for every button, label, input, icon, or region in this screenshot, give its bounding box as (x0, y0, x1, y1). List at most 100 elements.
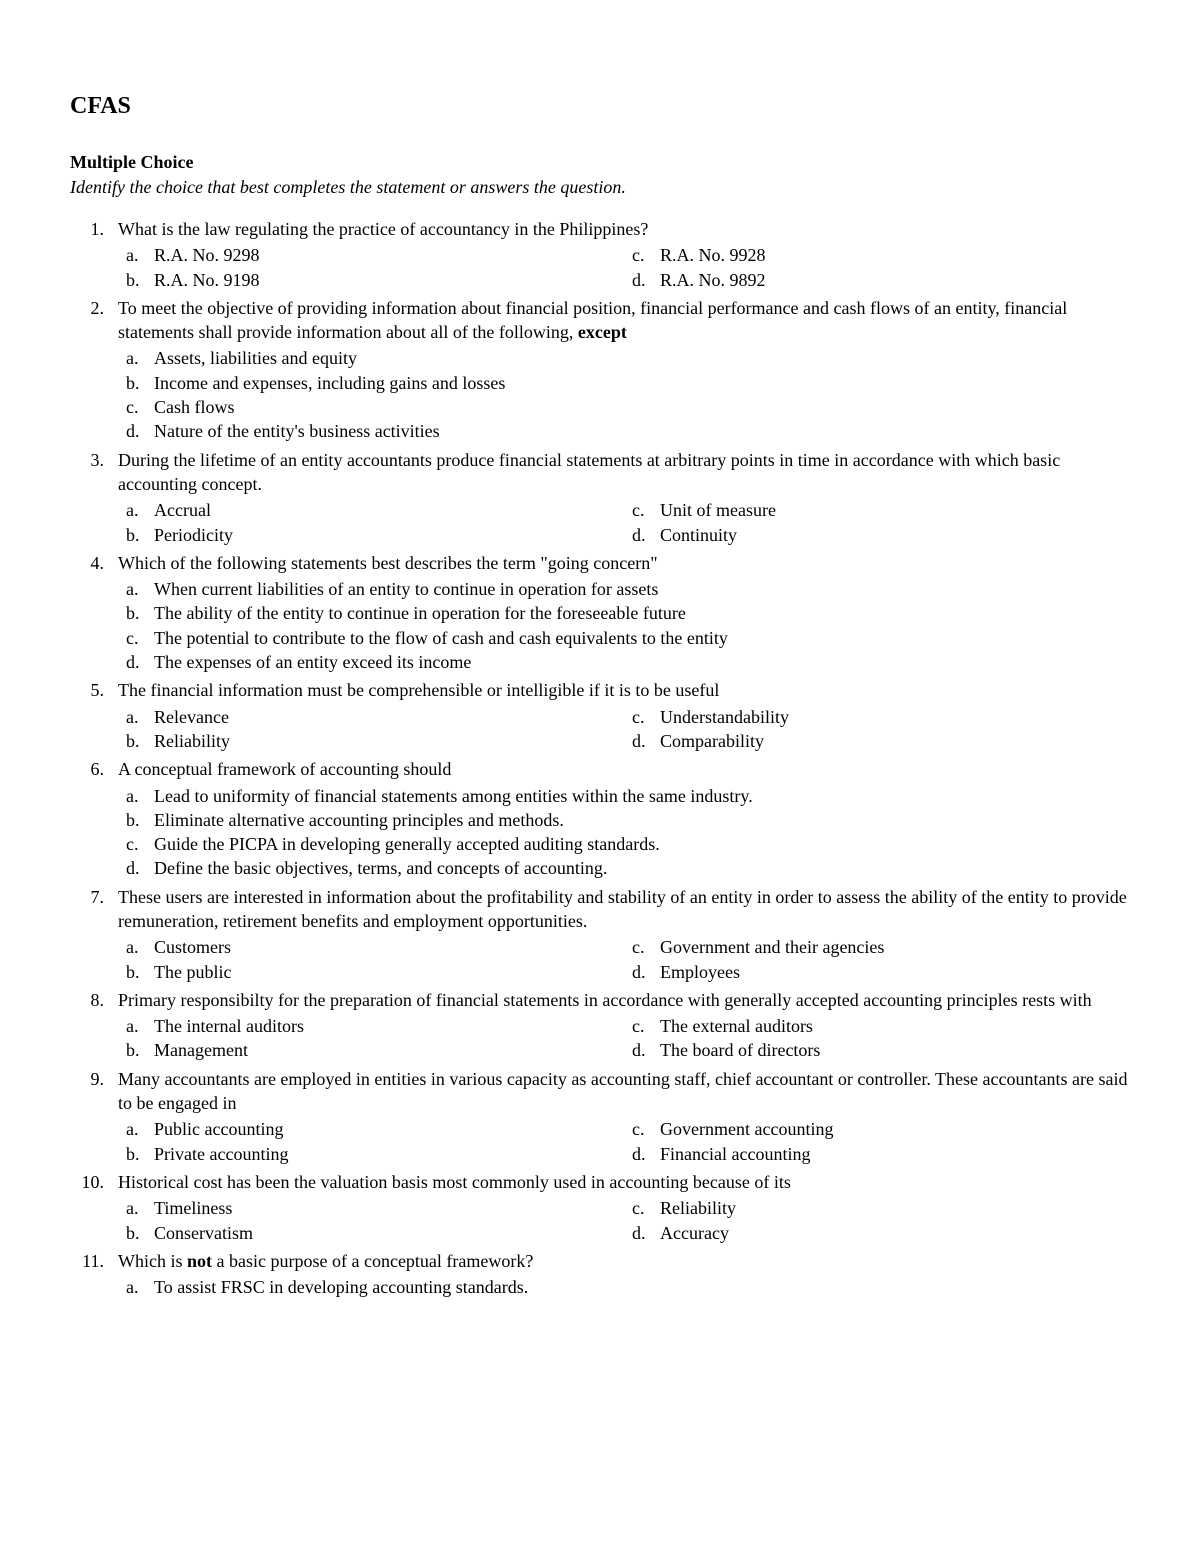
choice-letter: a. (126, 1275, 154, 1299)
choice-letter: a. (126, 1117, 154, 1141)
choice-item: b.Conservatism (118, 1221, 624, 1245)
choice-item: a.Public accounting (118, 1117, 624, 1141)
choice-item: b.Periodicity (118, 523, 624, 547)
choice-item: a.Relevance (118, 705, 624, 729)
choice-text: Government and their agencies (660, 935, 1130, 959)
choice-letter: b. (126, 1142, 154, 1166)
choices-column: a.Public accountingb.Private accounting (118, 1117, 624, 1166)
choices-column: c.R.A. No. 9928d.R.A. No. 9892 (624, 243, 1130, 292)
choices-column: a.Accrualb.Periodicity (118, 498, 624, 547)
question-item: 9.Many accountants are employed in entit… (70, 1067, 1130, 1166)
question-text: During the lifetime of an entity account… (118, 448, 1130, 497)
choice-text: R.A. No. 9892 (660, 268, 1130, 292)
choice-text: R.A. No. 9198 (154, 268, 624, 292)
choice-letter: b. (126, 960, 154, 984)
choice-item: d.The board of directors (624, 1038, 1130, 1062)
question-body: These users are interested in informatio… (118, 885, 1130, 984)
choice-text: The internal auditors (154, 1014, 624, 1038)
question-text: The financial information must be compre… (118, 678, 1130, 702)
question-body: The financial information must be compre… (118, 678, 1130, 753)
choice-letter: a. (126, 1014, 154, 1038)
choices-list: a.Assets, liabilities and equityb.Income… (118, 346, 1130, 443)
choice-letter: b. (126, 1221, 154, 1245)
choice-letter: d. (126, 419, 154, 443)
choice-text: To assist FRSC in developing accounting … (154, 1275, 1130, 1299)
choice-letter: d. (632, 729, 660, 753)
question-text: Primary responsibilty for the preparatio… (118, 988, 1130, 1012)
choice-letter: a. (126, 935, 154, 959)
choice-letter: c. (632, 1196, 660, 1220)
choice-item: b.R.A. No. 9198 (118, 268, 624, 292)
question-body: Which is not a basic purpose of a concep… (118, 1249, 1130, 1300)
choice-text: The potential to contribute to the flow … (154, 626, 1130, 650)
instructions: Identify the choice that best completes … (70, 175, 1130, 199)
choice-item: b.The ability of the entity to continue … (118, 601, 1130, 625)
choice-text: Cash flows (154, 395, 1130, 419)
choice-text: Private accounting (154, 1142, 624, 1166)
choice-item: a.Assets, liabilities and equity (118, 346, 1130, 370)
choice-letter: d. (632, 1038, 660, 1062)
choice-letter: a. (126, 577, 154, 601)
choice-text: Accrual (154, 498, 624, 522)
section-header: Multiple Choice (70, 150, 1130, 174)
choice-letter: c. (632, 705, 660, 729)
question-text: Which of the following statements best d… (118, 551, 1130, 575)
choice-text: When current liabilities of an entity to… (154, 577, 1130, 601)
choices-column: c.Government and their agenciesd.Employe… (624, 935, 1130, 984)
choices-column: c.The external auditorsd.The board of di… (624, 1014, 1130, 1063)
question-item: 2.To meet the objective of providing inf… (70, 296, 1130, 444)
choices-column: a.Customersb.The public (118, 935, 624, 984)
choices-column: c.Unit of measured.Continuity (624, 498, 1130, 547)
choice-text: The board of directors (660, 1038, 1130, 1062)
questions-list: 1.What is the law regulating the practic… (70, 217, 1130, 1299)
choice-item: d.Employees (624, 960, 1130, 984)
question-text: What is the law regulating the practice … (118, 217, 1130, 241)
choices-column: a.The internal auditorsb.Management (118, 1014, 624, 1063)
choices-column: a.Relevanceb.Reliability (118, 705, 624, 754)
choice-text: Income and expenses, including gains and… (154, 371, 1130, 395)
choice-item: d.Financial accounting (624, 1142, 1130, 1166)
choice-letter: c. (632, 243, 660, 267)
choice-text: Assets, liabilities and equity (154, 346, 1130, 370)
question-text: These users are interested in informatio… (118, 885, 1130, 934)
choice-text: Relevance (154, 705, 624, 729)
choice-text: Comparability (660, 729, 1130, 753)
question-item: 10.Historical cost has been the valuatio… (70, 1170, 1130, 1245)
choice-letter: c. (632, 1117, 660, 1141)
choices-two-col: a.Relevanceb.Reliabilityc.Understandabil… (118, 705, 1130, 754)
choices-column: c.Reliabilityd.Accuracy (624, 1196, 1130, 1245)
question-item: 3.During the lifetime of an entity accou… (70, 448, 1130, 547)
question-item: 8.Primary responsibilty for the preparat… (70, 988, 1130, 1063)
choice-item: b.The public (118, 960, 624, 984)
document-title: CFAS (70, 90, 1130, 122)
choices-two-col: a.The internal auditorsb.Managementc.The… (118, 1014, 1130, 1063)
choices-two-col: a.Timelinessb.Conservatismc.Reliabilityd… (118, 1196, 1130, 1245)
choice-text: Guide the PICPA in developing generally … (154, 832, 1130, 856)
choice-text: Employees (660, 960, 1130, 984)
choice-letter: b. (126, 729, 154, 753)
choice-text: The external auditors (660, 1014, 1130, 1038)
choice-item: d.The expenses of an entity exceed its i… (118, 650, 1130, 674)
question-item: 5.The financial information must be comp… (70, 678, 1130, 753)
question-body: During the lifetime of an entity account… (118, 448, 1130, 547)
question-number: 8. (70, 988, 118, 1063)
choice-item: a.Lead to uniformity of financial statem… (118, 784, 1130, 808)
choice-letter: b. (126, 268, 154, 292)
choice-text: Government accounting (660, 1117, 1130, 1141)
choice-item: d.Continuity (624, 523, 1130, 547)
choice-letter: a. (126, 498, 154, 522)
question-number: 10. (70, 1170, 118, 1245)
choice-letter: b. (126, 523, 154, 547)
question-number: 7. (70, 885, 118, 984)
choice-item: d.Comparability (624, 729, 1130, 753)
question-number: 2. (70, 296, 118, 444)
choice-text: Unit of measure (660, 498, 1130, 522)
choice-item: c.Reliability (624, 1196, 1130, 1220)
choice-item: c.The potential to contribute to the flo… (118, 626, 1130, 650)
choices-column: a.R.A. No. 9298b.R.A. No. 9198 (118, 243, 624, 292)
choice-text: The ability of the entity to continue in… (154, 601, 1130, 625)
choice-item: a.Timeliness (118, 1196, 624, 1220)
choice-letter: b. (126, 1038, 154, 1062)
choice-text: Accuracy (660, 1221, 1130, 1245)
question-text: Which is not a basic purpose of a concep… (118, 1249, 1130, 1273)
